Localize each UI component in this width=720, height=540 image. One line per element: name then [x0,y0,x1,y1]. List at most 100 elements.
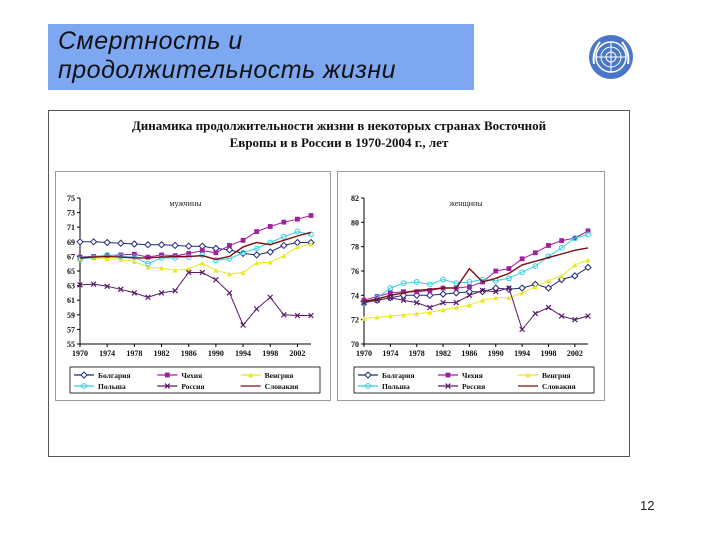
data-point [131,251,137,257]
data-point [400,297,407,304]
x-tick-label: 1978 [126,349,142,358]
data-point [308,231,314,238]
data-point [466,279,473,285]
data-point [157,241,166,249]
series-Словакия [79,231,312,261]
data-point [400,280,407,287]
data-point [452,289,460,297]
data-point [227,271,232,277]
data-point [199,252,206,258]
data-point [104,283,111,290]
data-point [506,285,512,291]
data-point [90,281,97,287]
x-tick-label: 1974 [99,349,115,358]
legend-swatch-marker [248,372,254,378]
legend-item: Польша [358,382,410,391]
data-point [401,312,406,318]
y-tick-label: 80 [351,218,359,227]
legend-label: Словакия [265,382,299,391]
data-point [280,311,287,318]
data-point [145,264,151,270]
series-line [79,272,311,326]
legend-label: Польша [98,382,126,391]
series-Венгрия [361,257,591,321]
data-point [186,251,192,256]
data-point [532,263,539,270]
series-Венгрия [77,241,314,277]
data-point [387,313,393,319]
x-tick-label: 1990 [488,349,504,358]
data-point [544,284,553,292]
data-point [131,290,138,296]
legend-swatch-marker [364,371,372,379]
data-point [77,256,83,263]
y-tick-label: 76 [351,267,359,276]
y-tick-label: 72 [351,316,359,325]
y-tick-label: 63 [67,282,75,291]
data-point [361,316,367,321]
x-tick-label: 1994 [514,349,530,358]
legend-item: Польша [74,382,126,391]
data-point [212,257,219,263]
data-point [104,256,110,261]
data-point [546,278,551,284]
x-tick-label: 1982 [435,349,451,358]
data-point [414,311,420,316]
data-point [144,241,152,249]
data-point [253,245,260,252]
y-tick-label: 70 [351,340,359,349]
data-point [172,267,178,273]
y-tick-label: 57 [67,325,75,334]
series-Россия [77,269,314,328]
data-point [213,276,219,283]
x-tick-label: 1970 [356,349,372,358]
legend-label: Болгария [382,371,415,380]
data-point [294,228,301,235]
x-tick-label: 2002 [289,349,305,358]
x-tick-label: 1990 [208,349,224,358]
data-point [585,228,591,234]
x-tick-label: 1986 [181,349,197,358]
x-tick-label: 1978 [409,349,425,358]
data-point [493,268,499,274]
series-line [80,241,311,256]
data-point [440,276,446,283]
data-point [294,312,301,319]
series-line [79,231,312,261]
legend-swatch-marker [164,372,170,378]
data-point [466,292,473,299]
data-point [467,302,472,308]
data-point [252,251,261,259]
data-point [185,269,192,276]
x-tick-label: 1970 [72,349,88,358]
x-tick-label: 2002 [567,349,583,358]
series-Болгария [76,238,315,259]
series-line [363,247,589,303]
series-line [363,259,589,319]
legend-swatch-marker [365,383,371,389]
data-point [118,256,124,262]
data-point [240,270,246,275]
x-tick-label: 1986 [461,349,477,358]
y-tick-label: 65 [67,267,75,276]
y-tick-label: 82 [351,194,359,203]
series-Польша [77,228,314,267]
legend-label: Словакия [542,382,576,391]
data-point [184,242,193,250]
y-tick-label: 71 [67,223,75,232]
x-tick-label: 1994 [235,349,251,358]
series-line [363,230,589,301]
data-point [308,241,314,247]
legend: Болгария Чехия Венгрия Польша Россия Словакия [353,366,595,394]
data-point [267,224,273,229]
legend-swatch-marker [445,383,451,389]
data-point [213,250,219,256]
data-point [131,259,137,264]
y-tick-label: 61 [67,296,75,305]
x-tick-label: 1974 [382,349,398,358]
x-tick-label: 1998 [540,349,556,358]
data-point [401,289,406,295]
y-tick-label: 55 [67,340,75,349]
data-point [453,305,459,310]
